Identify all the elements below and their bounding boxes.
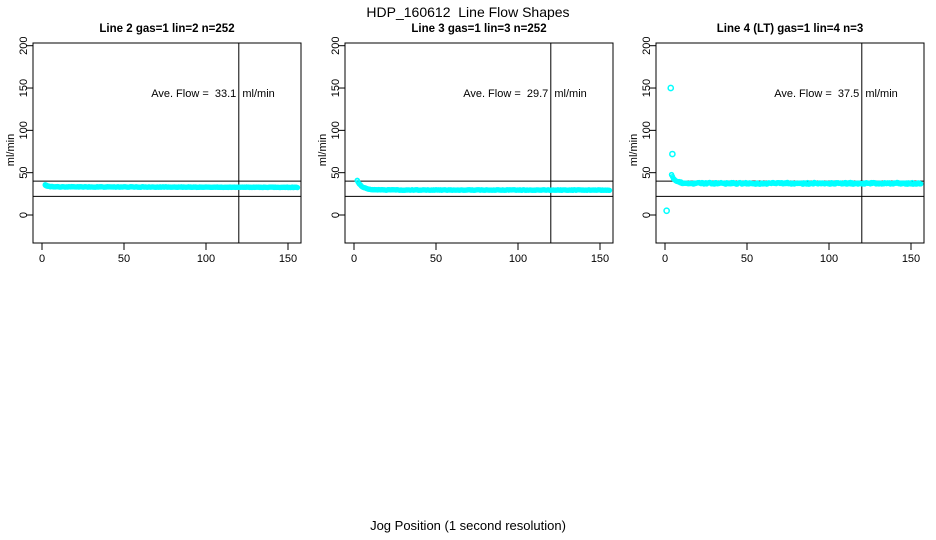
data-point (606, 187, 613, 194)
panel-title-line3: Line 3 gas=1 lin=3 n=252 (411, 23, 547, 35)
y-axis-label-line4: ml/min (628, 133, 640, 167)
y-tick-label: 0 (641, 212, 653, 218)
y-tick-label: 50 (18, 167, 30, 179)
x-tick-label: 100 (820, 253, 838, 265)
plot-box (32, 42, 302, 244)
y-tick-label: 0 (330, 212, 342, 218)
plot-box (655, 42, 925, 244)
y-axis-label-line3: ml/min (317, 133, 329, 167)
data-point (668, 172, 675, 178)
y-axis-label-line2: ml/min (5, 133, 17, 167)
data-point (44, 183, 50, 189)
ave-flow-annotation-line2: Ave. Flow = 33.1 ml/min (151, 88, 275, 100)
data-point (663, 207, 670, 215)
x-tick-label: 50 (430, 253, 442, 265)
y-tick-label: 100 (641, 121, 653, 139)
panel-title-line2: Line 2 gas=1 lin=2 n=252 (99, 23, 235, 35)
x-tick-label: 0 (39, 253, 45, 265)
x-axis-label: Jog Position (1 second resolution) (370, 518, 566, 533)
y-tick-label: 50 (641, 167, 653, 179)
y-tick-label: 100 (330, 121, 342, 139)
figure-title: HDP_160612 Line Flow Shapes (366, 4, 570, 20)
y-tick-label: 200 (330, 37, 342, 55)
x-tick-label: 150 (279, 253, 297, 265)
x-tick-label: 150 (591, 253, 609, 265)
y-tick-label: 150 (330, 79, 342, 97)
data-point (354, 177, 360, 183)
y-tick-label: 0 (18, 212, 30, 218)
ave-flow-annotation-line4: Ave. Flow = 37.5 ml/min (774, 88, 898, 100)
x-tick-label: 0 (662, 253, 668, 265)
x-tick-label: 0 (351, 253, 357, 265)
plot-box (344, 42, 614, 244)
panel-title-line4: Line 4 (LT) gas=1 lin=4 n=3 (716, 23, 864, 35)
y-tick-label: 200 (18, 37, 30, 55)
data-point (667, 84, 675, 92)
x-tick-label: 50 (118, 253, 130, 265)
x-tick-label: 150 (902, 253, 920, 265)
data-point (669, 150, 676, 158)
data-point (918, 181, 924, 187)
data-point (294, 184, 301, 191)
x-tick-label: 100 (197, 253, 215, 265)
y-tick-label: 200 (641, 37, 653, 55)
y-tick-label: 100 (18, 121, 30, 139)
ave-flow-annotation-line3: Ave. Flow = 29.7 ml/min (463, 88, 587, 100)
y-tick-label: 50 (330, 167, 342, 179)
x-tick-label: 100 (509, 253, 527, 265)
y-tick-label: 150 (641, 79, 653, 97)
y-tick-label: 150 (18, 79, 30, 97)
x-tick-label: 50 (741, 253, 753, 265)
